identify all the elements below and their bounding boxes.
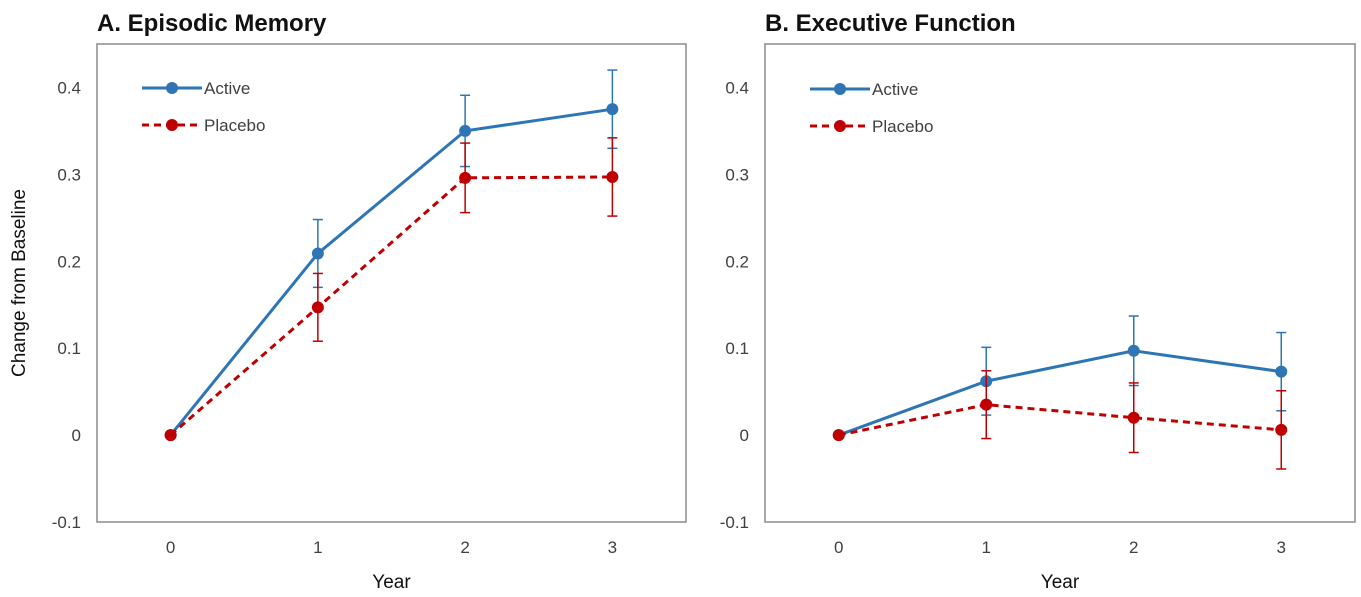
y-tick-label: 0.2 [725, 252, 749, 271]
x-tick-label: 3 [608, 538, 617, 557]
y-tick-label: 0.3 [57, 165, 81, 184]
y-tick-label: -0.1 [720, 513, 749, 532]
x-axis-label: Year [372, 572, 411, 593]
legend-label: Active [872, 80, 918, 99]
x-tick-label: 0 [166, 538, 175, 557]
y-tick-label: 0.4 [725, 78, 749, 97]
y-tick-label: 0 [72, 426, 81, 445]
data-point [459, 171, 472, 184]
chart-panel-b: B. Executive Function -0.1 0 0.1 0.2 0.3 0.4 0 1… [720, 10, 1356, 593]
y-tick-label: 0 [740, 426, 749, 445]
data-point [1275, 423, 1288, 436]
series-line [838, 349, 1282, 437]
data-point [164, 429, 177, 442]
legend-label: Active [204, 79, 250, 98]
data-point [832, 429, 845, 442]
legend-marker [166, 119, 178, 131]
y-tick-label: 0.1 [725, 339, 749, 358]
x-tick-label: 2 [1129, 538, 1138, 557]
data-point [459, 124, 472, 137]
plot-frame [96, 43, 687, 523]
series-placebo: Placebo [810, 117, 1288, 470]
y-tick-label: 0.2 [57, 252, 81, 271]
series-placebo: Placebo [142, 116, 619, 442]
y-tick-label: -0.1 [52, 513, 81, 532]
data-point [1127, 344, 1140, 357]
x-tick-label: 2 [460, 538, 469, 557]
x-tick-label: 1 [313, 538, 322, 557]
data-point [311, 301, 324, 314]
plot-frame [764, 43, 1356, 523]
series-line [169, 175, 613, 437]
x-tick-label: 1 [982, 538, 991, 557]
legend-label: Placebo [204, 116, 265, 135]
data-point [1127, 411, 1140, 424]
data-point [606, 170, 619, 183]
y-axis-label: Change from Baseline [9, 189, 30, 377]
x-tick-label: 3 [1277, 538, 1286, 557]
data-point [980, 398, 993, 411]
y-tick-label: 0.1 [57, 339, 81, 358]
x-axis-label: Year [1041, 572, 1080, 593]
chart-title: A. Episodic Memory [97, 10, 327, 37]
legend-label: Placebo [872, 117, 933, 136]
legend-marker [834, 83, 846, 95]
chart-panel-a: A. Episodic Memory -0.1 0 0.1 0.2 0.3 0.4 0 1 2 3 Y… [9, 10, 687, 593]
y-tick-label: 0.3 [725, 165, 749, 184]
data-point [1275, 365, 1288, 378]
y-tick-label: 0.4 [57, 78, 81, 97]
data-point [311, 247, 324, 260]
legend-marker [834, 120, 846, 132]
series-line [169, 107, 613, 437]
legend-marker [166, 82, 178, 94]
series-line [838, 403, 1282, 437]
data-point [606, 103, 619, 116]
chart-title: B. Executive Function [765, 10, 1016, 37]
x-tick-label: 0 [834, 538, 843, 557]
